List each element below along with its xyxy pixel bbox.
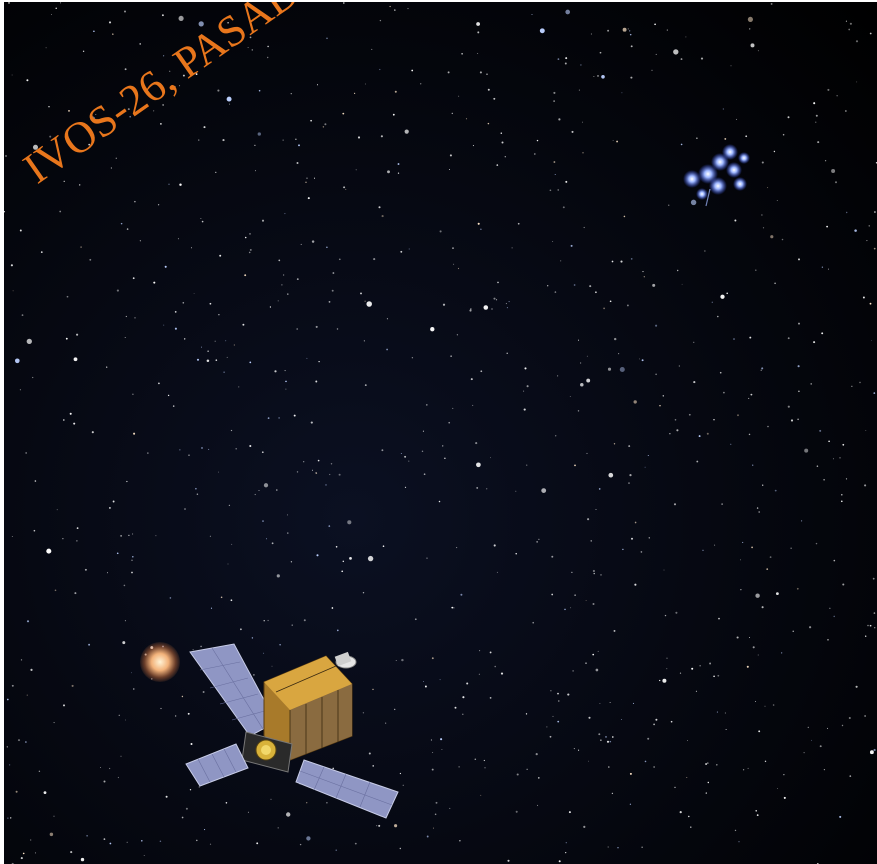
starfield-image: IVOS-26, PASADENA xyxy=(4,2,877,864)
star-field xyxy=(4,2,877,864)
satellite-illustration xyxy=(185,643,399,819)
nebula-glow xyxy=(140,642,180,682)
star-cluster xyxy=(683,144,750,207)
